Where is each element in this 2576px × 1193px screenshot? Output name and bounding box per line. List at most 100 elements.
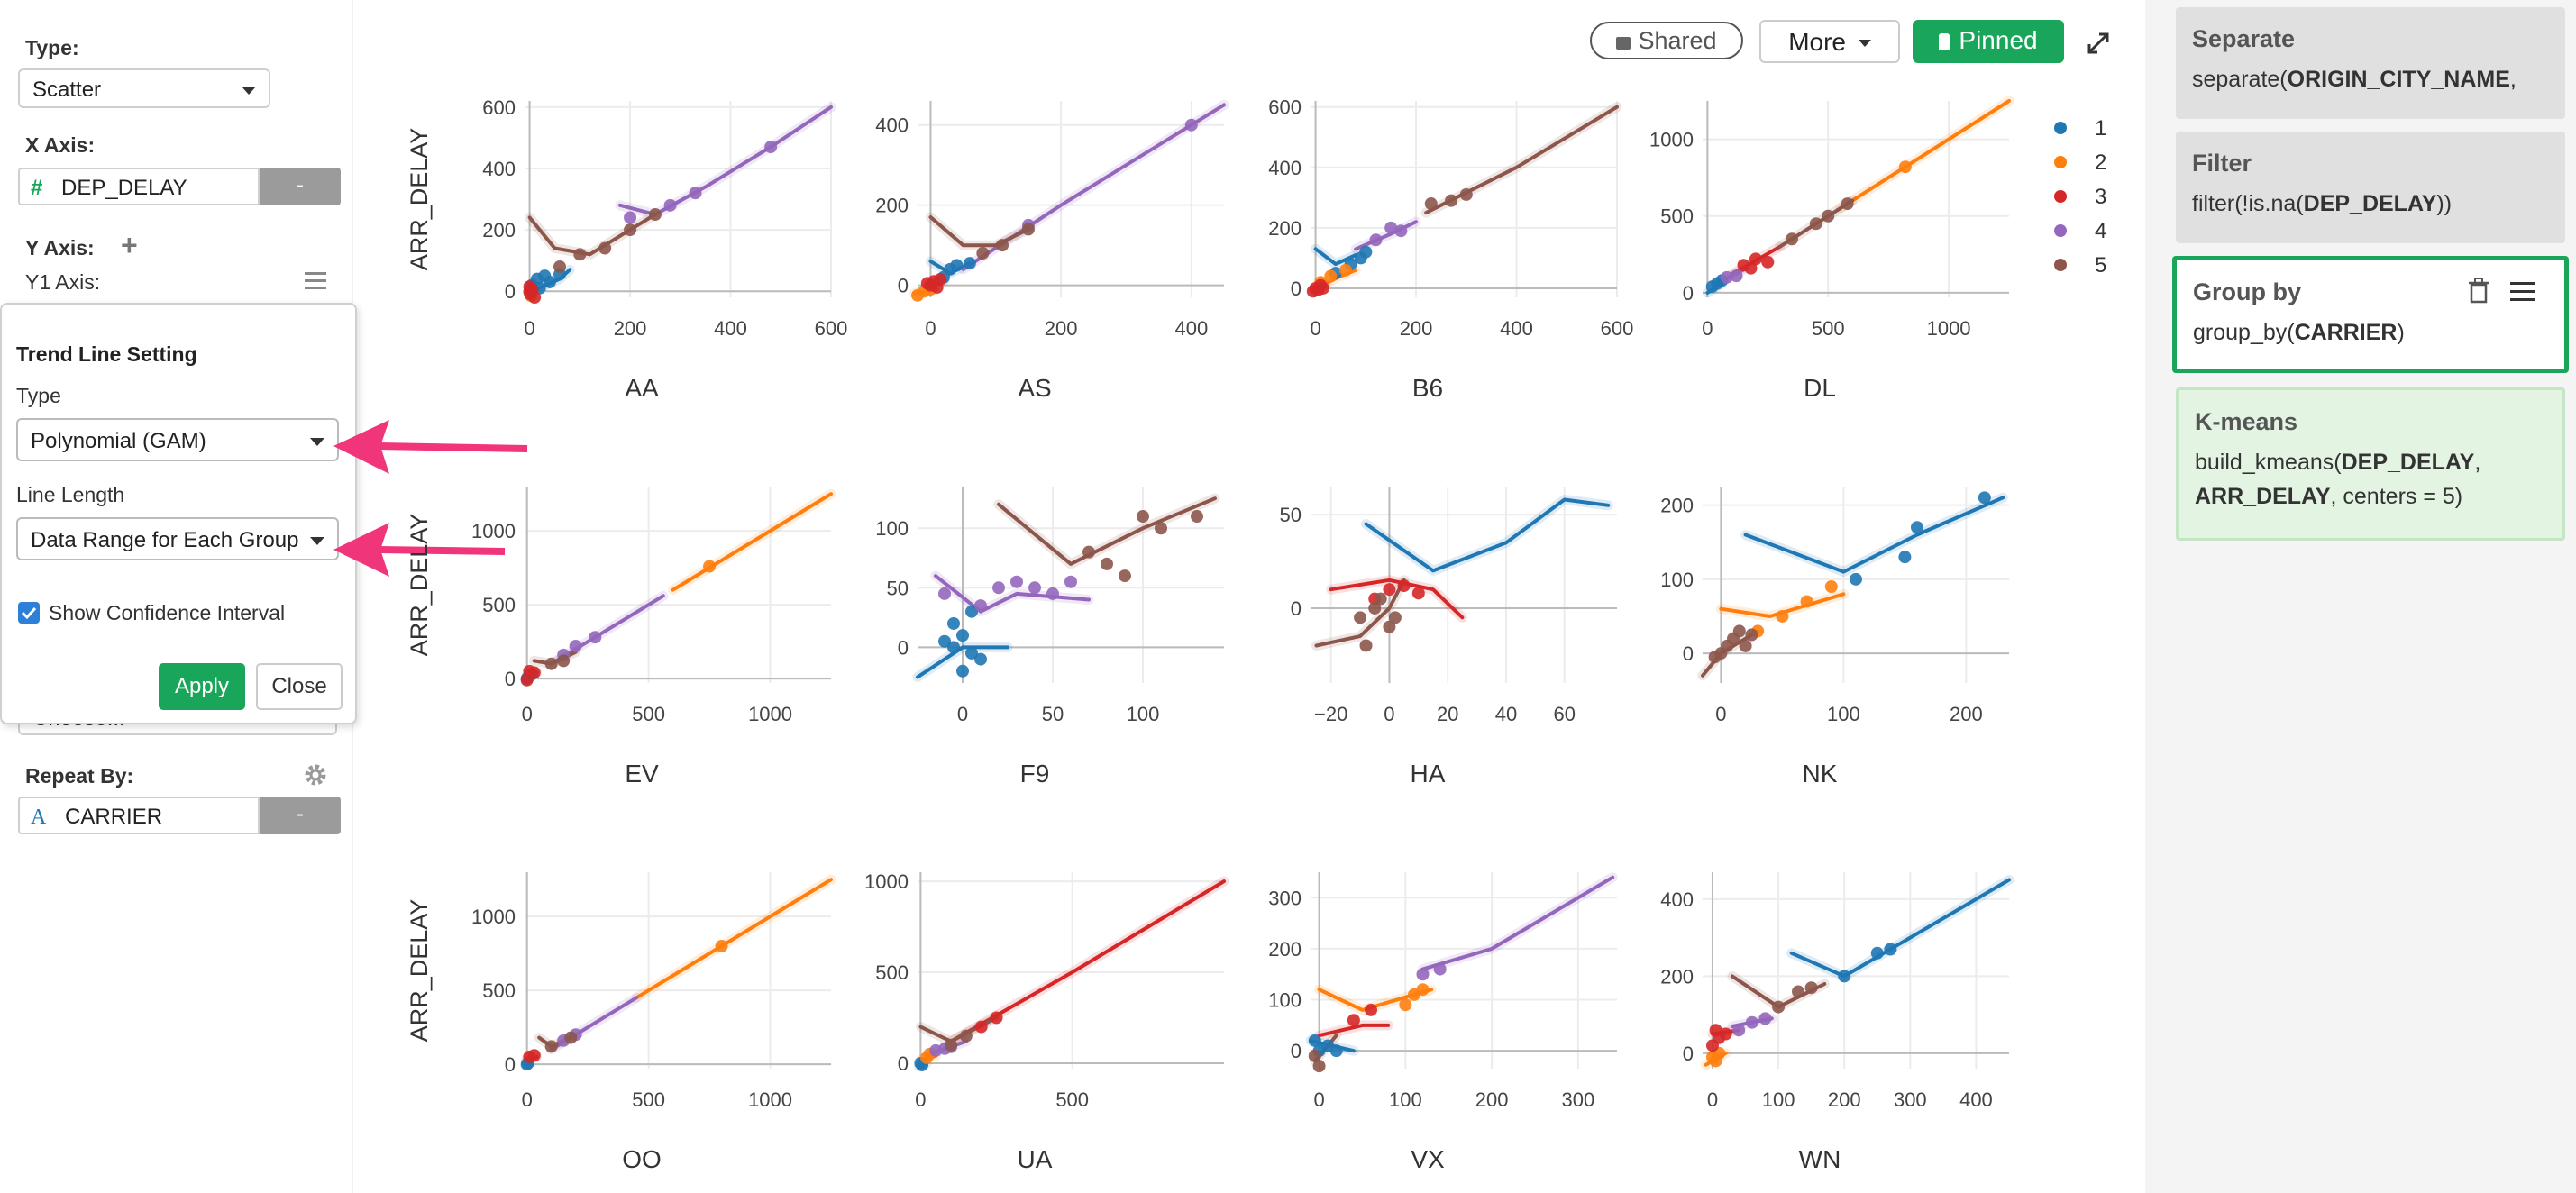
- menu-icon[interactable]: [2510, 282, 2535, 302]
- y-tick-label: 100: [875, 517, 909, 540]
- trend-type-value: Polynomial (GAM): [31, 429, 206, 453]
- legend-label: 5: [2095, 253, 2106, 278]
- scatter-point: [956, 629, 969, 642]
- x-tick-label: 0: [925, 317, 936, 340]
- pinned-button[interactable]: Pinned: [1913, 20, 2064, 63]
- x-tick-label: −20: [1314, 703, 1347, 725]
- y-tick-label: 200: [1268, 938, 1302, 961]
- scatter-point: [564, 1031, 578, 1044]
- x-tick-label: 0: [1310, 317, 1320, 340]
- scatter-point: [945, 1038, 958, 1052]
- more-button[interactable]: More: [1759, 20, 1900, 63]
- scatter-point: [1411, 587, 1425, 600]
- scatter-point: [1064, 575, 1077, 588]
- close-button[interactable]: Close: [256, 663, 343, 710]
- x-tick-label: 500: [1812, 317, 1845, 340]
- scatter-point: [1824, 580, 1838, 594]
- y-tick-label: 0: [898, 1052, 909, 1075]
- scatter-point: [938, 587, 951, 600]
- expand-icon[interactable]: [2086, 31, 2111, 56]
- scatter-point: [528, 291, 542, 304]
- scatter-point: [1772, 1000, 1786, 1014]
- facet-panel: 0 200 400 600 0 200 400 600 B6: [1268, 96, 1633, 402]
- scatter-point: [1708, 651, 1722, 664]
- scatter-point: [963, 257, 976, 270]
- show-ci-checkbox[interactable]: [18, 602, 40, 624]
- facet-label: EV: [625, 760, 659, 788]
- repeat-by-column[interactable]: A CARRIER: [18, 797, 260, 834]
- y-tick-label: 0: [1291, 278, 1302, 300]
- chevron-down-icon: [242, 87, 256, 95]
- scatter-point: [1324, 269, 1338, 283]
- x-axis-remove-button[interactable]: -: [260, 168, 341, 205]
- scatter-point: [1459, 187, 1473, 201]
- scatter-point: [947, 616, 960, 630]
- step-separate[interactable]: Separate separate(ORIGIN_CITY_NAME,: [2176, 7, 2565, 119]
- trend-line: [928, 215, 1030, 248]
- trend-type-select[interactable]: Polynomial (GAM): [16, 418, 339, 461]
- gear-icon[interactable]: [303, 762, 328, 788]
- scatter-point: [589, 631, 602, 644]
- facet-label: AA: [625, 374, 659, 402]
- chart-type-select[interactable]: Scatter: [18, 68, 270, 108]
- facet-panel: 0 100 200 300 400 0 200 400 WN: [1660, 872, 2014, 1173]
- y-tick-label: 100: [1268, 989, 1302, 1012]
- facet-label: WN: [1799, 1145, 1841, 1173]
- chevron-down-icon: [1858, 40, 1871, 47]
- y-tick-label: 200: [482, 219, 516, 241]
- scatter-point: [1719, 1027, 1732, 1041]
- scatter-point: [1368, 601, 1382, 615]
- scatter-point: [1312, 1060, 1326, 1073]
- scatter-point: [1745, 1015, 1758, 1029]
- scatter-point: [974, 599, 987, 613]
- apply-button[interactable]: Apply: [159, 663, 245, 710]
- x-tick-label: 400: [1959, 1088, 1993, 1111]
- trend-line: [961, 103, 1226, 271]
- step-group-by[interactable]: Group by group_by(CARRIER): [2172, 256, 2569, 373]
- scatter-point: [703, 560, 717, 573]
- legend-marker: [2054, 259, 2067, 271]
- legend-label: 2: [2095, 150, 2106, 175]
- facet-label: OO: [622, 1145, 662, 1173]
- trend-line: [549, 594, 665, 666]
- x-tick-label: 0: [522, 1088, 533, 1111]
- legend: 1 2 3 4 5: [2054, 116, 2106, 278]
- scatter-point: [1978, 491, 1991, 505]
- repeat-by-remove-button[interactable]: -: [260, 797, 341, 834]
- y-tick-label: 0: [898, 636, 909, 659]
- x-tick-label: 60: [1553, 703, 1575, 725]
- y-tick-label: 400: [482, 158, 516, 180]
- x-tick-label: 500: [1055, 1088, 1089, 1111]
- y1-axis-label: Y1 Axis:: [25, 270, 101, 294]
- scatter-point: [1416, 983, 1430, 997]
- line-length-select[interactable]: Data Range for Each Group: [16, 517, 339, 560]
- chevron-down-icon: [310, 438, 324, 446]
- scatter-point: [947, 641, 960, 654]
- x-tick-label: 0: [1707, 1088, 1718, 1111]
- add-y-axis-icon[interactable]: +: [121, 229, 138, 261]
- x-tick-label: 0: [1384, 703, 1394, 725]
- scatter-point: [965, 605, 978, 618]
- step-filter[interactable]: Filter filter(!is.na(DEP_DELAY)): [2176, 132, 2565, 243]
- trend-line: [1364, 497, 1611, 573]
- shared-label: Shared: [1638, 27, 1717, 54]
- x-tick-label: 40: [1495, 703, 1517, 725]
- x-axis-column[interactable]: # DEP_DELAY: [18, 168, 260, 205]
- scatter-point: [934, 272, 947, 286]
- x-tick-label: 100: [1127, 703, 1160, 725]
- step-k-means[interactable]: K-means build_kmeans(DEP_DELAY, ARR_DELA…: [2176, 387, 2565, 541]
- confidence-band: [1740, 492, 2008, 578]
- scatter-point: [920, 277, 934, 290]
- menu-icon[interactable]: [305, 272, 326, 290]
- y-tick-label: 500: [482, 594, 516, 616]
- scatter-point: [1021, 223, 1035, 236]
- trash-icon[interactable]: [2469, 278, 2489, 304]
- trend-line: [1420, 875, 1615, 971]
- shared-button[interactable]: Shared: [1590, 22, 1743, 59]
- faceted-scatter-chart: 0 200 400 600 0 200 400 600 AA ARR_DELAY 0 200 400 0 2…: [361, 0, 2141, 1193]
- y-tick-label: 200: [1660, 965, 1694, 988]
- scatter-point: [573, 248, 587, 261]
- x-tick-label: 500: [632, 703, 665, 725]
- scatter-point: [1397, 579, 1411, 593]
- y-tick-label: 200: [875, 195, 909, 217]
